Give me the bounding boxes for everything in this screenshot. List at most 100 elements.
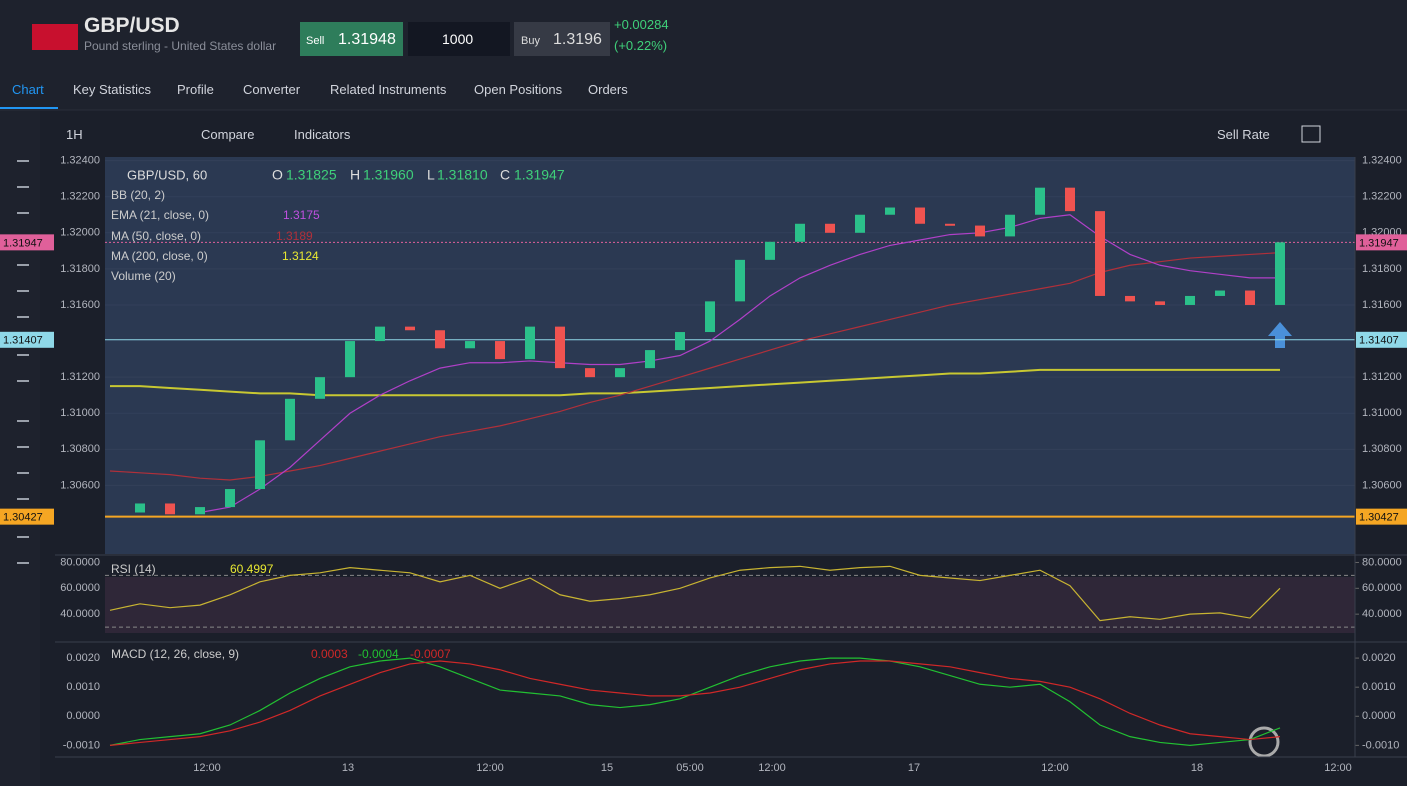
legend-text: MACD (12, 26, close, 9): [111, 647, 239, 661]
buy-price: 1.3196: [553, 31, 602, 48]
candle: [285, 398, 295, 441]
toggle[interactable]: [1301, 125, 1321, 143]
candle: [435, 330, 445, 349]
legend-text: 1.3189: [276, 229, 313, 243]
y-tick-label: 80.0000: [1362, 556, 1402, 568]
candle: [885, 207, 895, 215]
y-tick-label: 1.31800: [60, 263, 100, 275]
x-tick-label: 15: [601, 762, 613, 774]
candle: [345, 341, 355, 378]
x-tick-label: 12:00: [1324, 762, 1352, 774]
price-tag-label: 1.30427: [3, 512, 43, 524]
candle: [165, 503, 175, 515]
legend-text: L: [427, 167, 435, 183]
y-tick-label: 0.0020: [1362, 652, 1396, 664]
buy-button[interactable]: [514, 22, 610, 56]
candle: [1245, 290, 1255, 305]
y-tick-label: 60.0000: [1362, 582, 1402, 594]
candle: [615, 368, 625, 378]
instrument-name: Pound sterling - United States dollar: [84, 39, 277, 53]
candle: [465, 341, 475, 349]
price-tag-label: 1.31947: [3, 237, 43, 249]
price-tag: [1356, 234, 1407, 251]
tab[interactable]: Converter: [243, 82, 301, 97]
x-tick-label: 12:00: [476, 762, 504, 774]
y-tick-label: 1.31800: [1362, 263, 1402, 275]
x-tick-label: 17: [908, 762, 920, 774]
rsi-line: [109, 565, 1281, 622]
candle: [225, 489, 235, 508]
tab[interactable]: Orders: [588, 82, 628, 97]
sell-price: 1.31948: [338, 31, 396, 48]
legend-text: H: [350, 167, 360, 183]
tab[interactable]: Chart: [12, 82, 44, 97]
candle: [495, 341, 505, 360]
sell-rate[interactable]: Sell Rate: [1217, 127, 1270, 142]
legend-text: 1.31825: [286, 167, 337, 183]
ma200-line: [110, 368, 1280, 397]
y-tick-label: 1.31200: [60, 371, 100, 383]
y-tick-label: 1.31600: [60, 299, 100, 311]
y-tick-label: 1.31600: [1362, 299, 1402, 311]
legend-text: EMA (21, close, 0): [111, 208, 209, 222]
candle: [195, 507, 205, 515]
tab[interactable]: Key Statistics: [73, 82, 152, 97]
change: +0.00284: [614, 17, 669, 32]
compare[interactable]: Compare: [201, 127, 255, 142]
legend-text: -0.0007: [410, 647, 451, 661]
candle: [1065, 187, 1075, 212]
price-tag-label: 1.31947: [1359, 237, 1399, 249]
candle: [585, 368, 595, 378]
macd-line: [109, 657, 1281, 746]
tab[interactable]: Open Positions: [474, 82, 563, 97]
y-tick-label: 1.31000: [60, 407, 100, 419]
candle: [735, 259, 745, 302]
legend-text: C: [500, 167, 510, 183]
price-tag: [0, 508, 54, 525]
candle: [795, 223, 805, 242]
tab[interactable]: Related Instruments: [330, 82, 447, 97]
candle: [1275, 242, 1285, 305]
y-tick-label: 0.0020: [66, 652, 100, 664]
arrow-annotation: [1268, 322, 1292, 348]
candle: [945, 223, 955, 226]
candle: [1185, 295, 1195, 305]
sell-label: Sell: [306, 35, 325, 47]
x-tick-label: 13: [342, 762, 354, 774]
candle: [1155, 301, 1165, 305]
candle: [975, 225, 985, 237]
interval[interactable]: 1H: [66, 127, 83, 142]
tab[interactable]: Profile: [177, 82, 214, 97]
legend-text: 1.31947: [514, 167, 565, 183]
sell-button[interactable]: [300, 22, 403, 56]
candle: [705, 301, 715, 333]
legend-text: MA (50, close, 0): [111, 229, 201, 243]
y-tick-label: 1.32000: [60, 227, 100, 239]
y-tick-label: 1.30800: [1362, 443, 1402, 455]
price-tag-label: 1.31407: [3, 335, 43, 347]
y-tick-label: 60.0000: [60, 582, 100, 594]
legend-text: 1.3124: [282, 249, 319, 263]
legend-text: O: [272, 167, 283, 183]
ma50-line: [109, 252, 1281, 481]
header-bg: [0, 0, 1407, 110]
legend-text: 0.0003: [311, 647, 348, 661]
macd-line: [109, 660, 1281, 746]
amount-input[interactable]: [408, 22, 510, 56]
y-tick-label: 1.30600: [60, 479, 100, 491]
y-tick-label: 1.31200: [1362, 371, 1402, 383]
circle-annotation: [1248, 726, 1280, 758]
y-tick-label: 0.0010: [1362, 681, 1396, 693]
candle: [135, 503, 145, 513]
indicators[interactable]: Indicators: [294, 127, 351, 142]
candle: [1215, 290, 1225, 296]
amount: 1000: [442, 31, 474, 47]
legend-text: GBP/USD, 60: [127, 167, 207, 182]
y-tick-label: 1.30600: [1362, 479, 1402, 491]
price-tag: [1356, 331, 1407, 348]
x-tick-label: 12:00: [758, 762, 786, 774]
candle: [855, 214, 865, 233]
y-tick-label: 80.0000: [60, 556, 100, 568]
x-tick-label: 12:00: [1041, 762, 1069, 774]
